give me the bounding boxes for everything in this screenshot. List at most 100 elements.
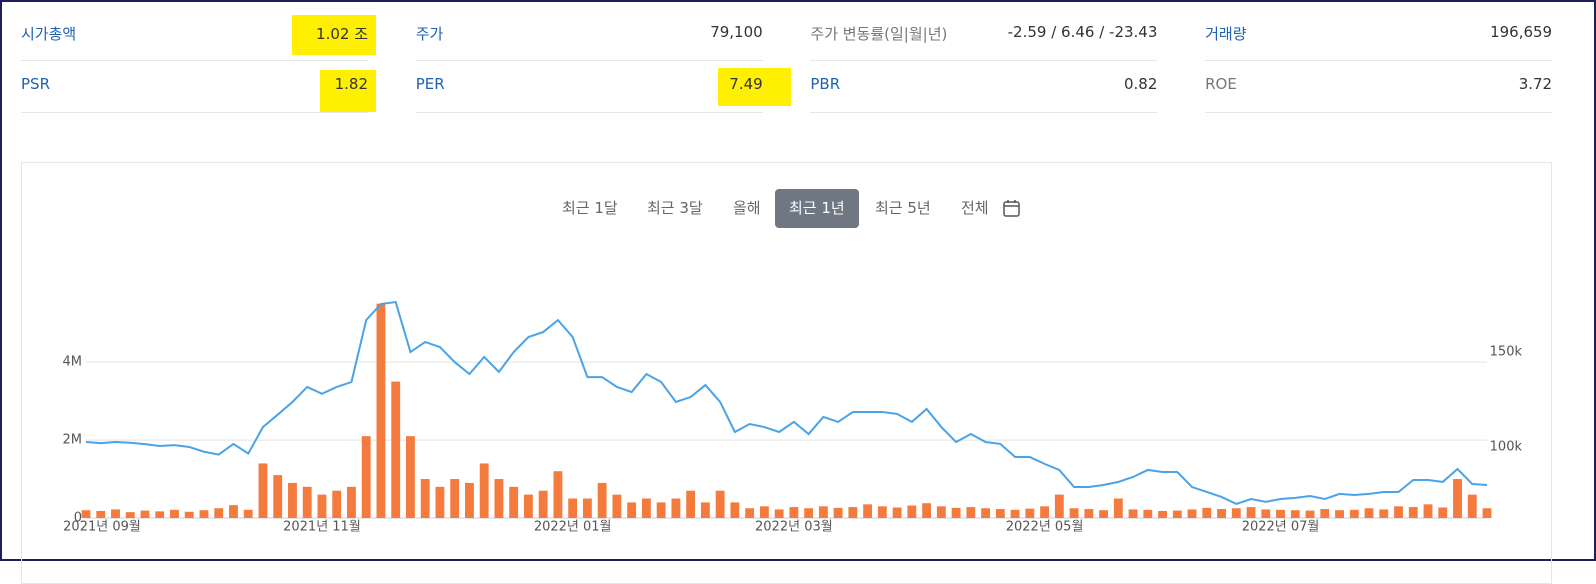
- bar: [302, 486, 312, 518]
- calendar-icon[interactable]: [1002, 198, 1022, 218]
- bar: [833, 507, 843, 518]
- bar: [804, 508, 814, 518]
- stat-label[interactable]: 주가 변동률(일|월|년): [810, 25, 948, 43]
- bar: [1010, 509, 1020, 518]
- bar: [125, 512, 135, 518]
- bar: [656, 502, 666, 518]
- bar: [465, 482, 474, 518]
- bar: [818, 506, 828, 518]
- bar: [612, 494, 622, 518]
- bar: [1335, 510, 1344, 518]
- bar: [568, 498, 578, 518]
- period-button[interactable]: 최근 1달: [562, 199, 618, 217]
- bar: [1113, 498, 1123, 518]
- bar: [1128, 509, 1138, 518]
- x-tick-label: 2022년 05월: [1006, 520, 1084, 535]
- bar: [111, 509, 120, 518]
- bar: [686, 490, 696, 518]
- bar: [597, 482, 607, 518]
- bar: [1290, 510, 1300, 518]
- period-button[interactable]: 최근 5년: [875, 199, 931, 217]
- bar: [848, 507, 858, 518]
- bar: [907, 505, 917, 518]
- bar: [450, 479, 460, 518]
- stat-cell: 주가 변동률(일|월|년) -2.59 / 6.46 / -23.43: [810, 9, 1158, 61]
- bar: [1423, 504, 1433, 518]
- bar: [951, 507, 961, 518]
- bar: [155, 511, 165, 518]
- period-button[interactable]: 최근 1년: [775, 189, 859, 228]
- x-tick-label: 2021년 11월: [283, 520, 361, 535]
- stat-value: 79,100: [710, 23, 763, 41]
- stat-cell: 시가총액 1.02 조: [21, 9, 368, 61]
- bar: [1025, 508, 1035, 518]
- bar: [877, 506, 887, 518]
- stat-label[interactable]: ROE: [1205, 75, 1237, 93]
- bar: [641, 498, 651, 518]
- bar: [509, 486, 519, 518]
- y-tick-label: 4M: [63, 355, 83, 370]
- bar: [863, 504, 873, 518]
- highlight: [718, 68, 791, 106]
- bar: [627, 502, 637, 518]
- period-button[interactable]: 올해: [733, 199, 761, 217]
- bar: [1246, 507, 1256, 518]
- bar: [332, 490, 342, 518]
- bar: [258, 463, 268, 518]
- x-tick-label: 2022년 01월: [534, 520, 612, 535]
- bar: [922, 503, 932, 518]
- stat-cell: PSR 1.82: [21, 61, 368, 113]
- bar: [1394, 506, 1403, 518]
- bar: [936, 506, 946, 518]
- y2-tick-label: 150k: [1490, 345, 1523, 360]
- stat-cell: 주가 79,100: [415, 9, 763, 61]
- bar: [420, 479, 430, 518]
- bar: [1069, 508, 1079, 518]
- stat-value: 3.72: [1518, 75, 1553, 93]
- bar: [671, 498, 681, 518]
- bar: [1158, 510, 1167, 518]
- bar: [1364, 508, 1374, 518]
- price-line: [85, 300, 1488, 506]
- stat-label[interactable]: PBR: [810, 75, 841, 93]
- bar: [715, 490, 725, 518]
- bar: [391, 381, 401, 518]
- bar: [1276, 509, 1285, 518]
- bar: [1231, 508, 1241, 518]
- bar: [1438, 507, 1448, 518]
- bar: [199, 510, 209, 518]
- bar: [1261, 509, 1271, 518]
- bar: [361, 436, 371, 518]
- bar: [995, 509, 1005, 518]
- highlight: [292, 15, 376, 55]
- bar: [140, 510, 150, 518]
- stat-cell: PBR 0.82: [810, 61, 1158, 113]
- bar: [730, 502, 740, 518]
- bar: [700, 502, 710, 518]
- bar: [317, 494, 327, 518]
- x-tick-label: 2021년 09월: [63, 520, 141, 535]
- bar: [96, 510, 106, 518]
- stat-label[interactable]: 주가: [415, 25, 444, 43]
- bar: [1349, 509, 1359, 518]
- bar: [1320, 509, 1330, 518]
- stat-label[interactable]: PSR: [21, 75, 50, 93]
- stat-label[interactable]: 시가총액: [21, 25, 77, 43]
- bar: [1054, 494, 1064, 518]
- bar: [538, 490, 548, 518]
- bar: [981, 508, 991, 518]
- stat-label[interactable]: PER: [415, 75, 445, 93]
- bar: [789, 507, 799, 518]
- y-tick-label: 2M: [63, 433, 83, 448]
- stat-cell: ROE 3.72: [1205, 61, 1553, 113]
- chart: 0 2M 4M 100k 150k 2021년 09월 2021년 11월 2022년 01월…: [63, 300, 1523, 535]
- stat-label[interactable]: 거래량: [1205, 25, 1247, 43]
- bar: [1467, 494, 1477, 518]
- stat-value: 1.82: [334, 75, 368, 93]
- period-button[interactable]: 최근 3달: [647, 199, 703, 217]
- bar: [1040, 506, 1050, 518]
- bar: [1143, 509, 1153, 518]
- bar: [243, 509, 253, 518]
- period-button[interactable]: 전체: [961, 199, 989, 217]
- bar: [494, 479, 504, 518]
